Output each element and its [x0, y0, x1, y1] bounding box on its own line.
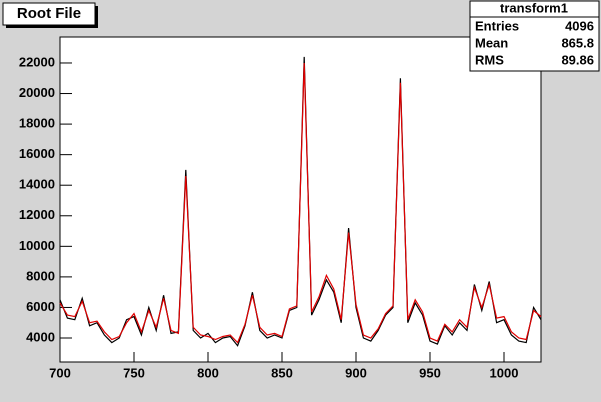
stats-label: RMS [475, 52, 504, 67]
stats-label: Entries [475, 18, 519, 33]
title-box [2, 2, 96, 26]
x-tick-label: 750 [123, 365, 145, 380]
y-tick-label: 4000 [26, 329, 55, 344]
series-line [59, 62, 542, 344]
x-tick-label: 800 [197, 365, 219, 380]
stats-label: Mean [475, 35, 508, 50]
y-tick-label: 10000 [19, 238, 55, 253]
x-tick-label: 850 [271, 365, 293, 380]
x-tick-label: 700 [49, 365, 71, 380]
stats-value: 89.86 [561, 52, 594, 67]
chart-title: Root File [17, 5, 81, 22]
y-tick-label: 22000 [19, 54, 55, 69]
y-tick-label: 8000 [26, 268, 55, 283]
stats-value: 865.8 [561, 35, 594, 50]
y-tick-label: 20000 [19, 85, 55, 100]
y-tick-label: 14000 [19, 177, 55, 192]
stats-box [469, 0, 600, 72]
x-tick-label: 1000 [490, 365, 519, 380]
y-tick-label: 16000 [19, 146, 55, 161]
y-tick-label: 6000 [26, 299, 55, 314]
stats-value: 4096 [565, 18, 594, 33]
y-tick-label: 12000 [19, 207, 55, 222]
y-tick-label: 18000 [19, 116, 55, 131]
stats-title: transform1 [500, 0, 568, 15]
x-tick-label: 950 [419, 365, 441, 380]
x-tick-label: 900 [345, 365, 367, 380]
